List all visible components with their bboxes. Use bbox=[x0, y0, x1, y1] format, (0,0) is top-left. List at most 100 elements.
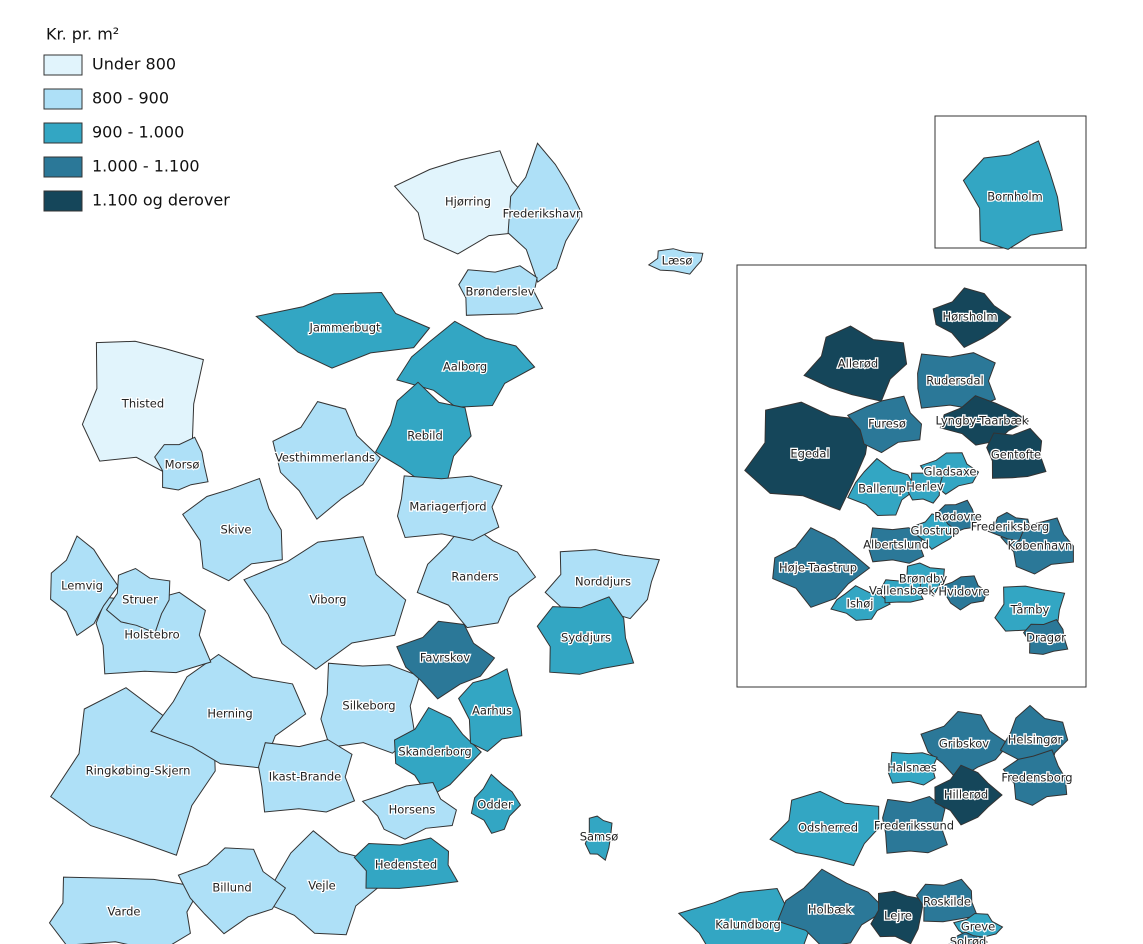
municipality bbox=[536, 596, 635, 675]
municipality bbox=[907, 472, 943, 504]
municipality-label: Vejle bbox=[308, 879, 336, 893]
municipality-label: Billund bbox=[212, 881, 251, 895]
municipality bbox=[458, 265, 544, 316]
municipality-label: Samsø bbox=[580, 830, 619, 844]
municipality-label: Høje-Taastrup bbox=[779, 561, 857, 575]
municipality bbox=[396, 620, 496, 700]
municipality bbox=[243, 536, 407, 670]
municipality-label: Lejre bbox=[884, 909, 912, 923]
municipality-label: Frederikshavn bbox=[503, 207, 584, 221]
municipality-label: Hjørring bbox=[445, 195, 491, 209]
municipality-label: Tårnby bbox=[1010, 603, 1050, 617]
municipality-label: Bornholm bbox=[987, 190, 1042, 204]
municipality-label: Gribskov bbox=[939, 737, 989, 751]
municipality bbox=[584, 815, 613, 862]
legend-label: 900 - 1.000 bbox=[92, 123, 184, 142]
municipality-shapes bbox=[48, 140, 1074, 944]
legend-swatch bbox=[43, 156, 83, 178]
municipality bbox=[920, 710, 1010, 781]
municipality bbox=[986, 427, 1047, 479]
municipality-label: Viborg bbox=[310, 593, 347, 607]
municipality bbox=[744, 401, 871, 511]
municipality-label: Horsens bbox=[389, 803, 436, 817]
municipality-label: Varde bbox=[108, 905, 141, 919]
legend-label: Under 800 bbox=[92, 55, 176, 74]
municipality-label: Hvidovre bbox=[938, 585, 989, 599]
municipality bbox=[50, 535, 119, 637]
municipality-label: Brøndby bbox=[899, 572, 948, 586]
municipality-label: Struer bbox=[122, 593, 158, 607]
municipality-label: Skive bbox=[220, 523, 251, 537]
municipality-label: Ballerup bbox=[858, 482, 906, 496]
municipality bbox=[1002, 749, 1068, 806]
municipality bbox=[881, 577, 924, 604]
municipality bbox=[846, 395, 923, 454]
municipality bbox=[353, 837, 459, 889]
municipality-label: Randers bbox=[451, 570, 498, 584]
municipality bbox=[470, 773, 522, 834]
municipality-label: Aarhus bbox=[472, 704, 512, 718]
municipality-label: Vallensbæk bbox=[869, 584, 935, 598]
municipality-label: Læsø bbox=[662, 254, 693, 268]
municipality bbox=[868, 527, 926, 564]
legend-label: 800 - 900 bbox=[92, 89, 169, 108]
municipality-labels: Hjørring Frederikshavn Læsø Brønderslev Jamm… bbox=[60, 188, 1074, 944]
municipality-label: Aalborg bbox=[443, 360, 487, 374]
municipality-label: Albertslund bbox=[863, 538, 929, 552]
municipality bbox=[457, 668, 523, 752]
municipality bbox=[393, 706, 482, 798]
municipality-label: Greve bbox=[961, 920, 995, 934]
municipality-label: Holstebro bbox=[124, 628, 179, 642]
municipality bbox=[772, 527, 871, 608]
municipality bbox=[255, 291, 431, 369]
municipality-label: Rudersdal bbox=[926, 374, 983, 388]
municipality bbox=[393, 150, 533, 255]
municipality-label: Silkeborg bbox=[342, 699, 395, 713]
legend-swatch bbox=[43, 122, 83, 144]
municipality bbox=[913, 513, 958, 550]
municipality-label: Helsingør bbox=[1008, 733, 1063, 747]
municipality bbox=[887, 751, 938, 786]
municipality bbox=[544, 549, 660, 620]
municipality-label: Morsø bbox=[165, 458, 200, 472]
municipality bbox=[182, 477, 283, 582]
municipality bbox=[769, 790, 880, 867]
municipality-label: Rebild bbox=[407, 429, 443, 443]
municipality-label: Frederiksberg bbox=[971, 520, 1049, 534]
legend-swatch bbox=[43, 190, 83, 212]
municipality-label: Fredensborg bbox=[1001, 771, 1072, 785]
legend-swatch bbox=[43, 54, 83, 76]
inset-frame bbox=[736, 264, 1087, 688]
municipality bbox=[776, 868, 887, 944]
municipality-label: Frederikssund bbox=[874, 819, 954, 833]
municipality-label: Mariagerfjord bbox=[409, 500, 486, 514]
municipality-label: Allerød bbox=[838, 357, 878, 371]
municipality-label: Hillerød bbox=[944, 788, 988, 802]
municipality-label: Odsherred bbox=[798, 821, 858, 835]
municipality bbox=[915, 878, 978, 923]
municipality-label: Jammerbugt bbox=[308, 321, 381, 335]
municipality bbox=[507, 142, 583, 283]
municipality bbox=[258, 739, 356, 813]
legend-label: 1.000 - 1.100 bbox=[92, 157, 200, 176]
municipality bbox=[987, 511, 1031, 542]
municipality bbox=[948, 931, 988, 944]
municipality bbox=[647, 248, 704, 275]
municipality bbox=[882, 795, 948, 854]
municipality bbox=[361, 781, 457, 840]
municipality bbox=[962, 140, 1063, 250]
municipality-label: Norddjurs bbox=[575, 575, 631, 589]
municipality-label: Lyngby-Taarbæk bbox=[936, 414, 1029, 428]
municipality bbox=[396, 475, 503, 541]
municipality-label: Favrskov bbox=[420, 651, 470, 665]
municipality bbox=[803, 325, 908, 402]
municipality-label: Lemvig bbox=[61, 579, 103, 593]
municipality-label: Roskilde bbox=[923, 895, 971, 909]
legend-swatch bbox=[43, 88, 83, 110]
municipality-label: Holbæk bbox=[808, 903, 852, 917]
municipality bbox=[677, 887, 812, 944]
municipality-label: Rødovre bbox=[934, 510, 982, 524]
municipality-label: Herning bbox=[207, 707, 252, 721]
municipality-label: Gladsaxe bbox=[923, 465, 976, 479]
